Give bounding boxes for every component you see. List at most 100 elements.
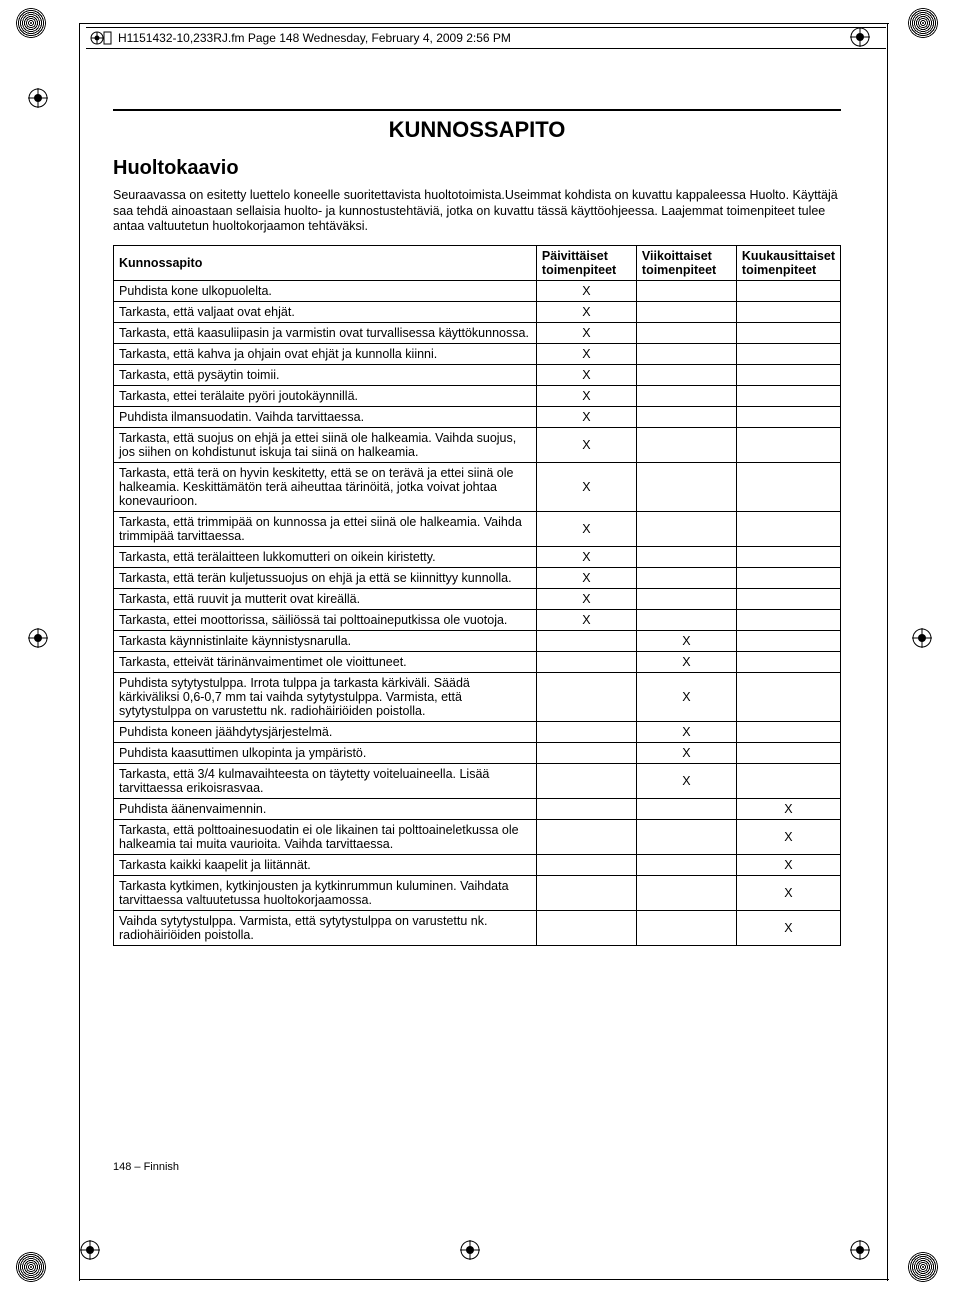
table-row: Tarkasta, että terän kuljetussuojus on e… xyxy=(114,567,841,588)
monthly-cell xyxy=(736,742,840,763)
weekly-cell xyxy=(636,546,736,567)
weekly-cell xyxy=(636,280,736,301)
task-cell: Vaihda sytytystulppa. Varmista, että syt… xyxy=(114,910,537,945)
weekly-cell xyxy=(636,385,736,406)
table-header-row: Kunnossapito Päivittäiset toimenpiteet V… xyxy=(114,245,841,280)
daily-cell: X xyxy=(536,343,636,364)
task-cell: Tarkasta, että ruuvit ja mutterit ovat k… xyxy=(114,588,537,609)
monthly-cell xyxy=(736,427,840,462)
page-footer: 148 – Finnish xyxy=(113,1161,179,1173)
table-row: Tarkasta kaikki kaapelit ja liitännät. X xyxy=(114,854,841,875)
table-row: Vaihda sytytystulppa. Varmista, että syt… xyxy=(114,910,841,945)
monthly-cell xyxy=(736,567,840,588)
table-row: Puhdista sytytystulppa. Irrota tulppa ja… xyxy=(114,672,841,721)
table-row: Puhdista äänenvaimennin. X xyxy=(114,798,841,819)
col-header-monthly: Kuukausittaiset toimenpiteet xyxy=(736,245,840,280)
reg-mark-mid-right xyxy=(912,628,932,648)
task-cell: Tarkasta kaikki kaapelit ja liitännät. xyxy=(114,854,537,875)
col-header-task: Kunnossapito xyxy=(114,245,537,280)
col-header-daily: Päivittäiset toimenpiteet xyxy=(536,245,636,280)
monthly-cell: X xyxy=(736,910,840,945)
monthly-cell xyxy=(736,385,840,406)
table-row: Tarkasta kytkimen, kytkinjousten ja kytk… xyxy=(114,875,841,910)
weekly-cell xyxy=(636,588,736,609)
frame-top xyxy=(79,23,889,24)
task-cell: Puhdista koneen jäähdytysjärjestelmä. xyxy=(114,721,537,742)
monthly-cell: X xyxy=(736,819,840,854)
table-row: Tarkasta, että 3/4 kulmavaihteesta on tä… xyxy=(114,763,841,798)
weekly-cell xyxy=(636,567,736,588)
task-cell: Tarkasta, että terälaitteen lukkomutteri… xyxy=(114,546,537,567)
table-row: Tarkasta käynnistinlaite käynnistysnarul… xyxy=(114,630,841,651)
daily-cell xyxy=(536,819,636,854)
monthly-cell: X xyxy=(736,798,840,819)
daily-cell xyxy=(536,798,636,819)
daily-cell xyxy=(536,721,636,742)
header-text: H1151432-10,233RJ.fm Page 148 Wednesday,… xyxy=(118,31,511,45)
monthly-cell xyxy=(736,630,840,651)
daily-cell: X xyxy=(536,511,636,546)
table-row: Tarkasta, ettei terälaite pyöri joutokäy… xyxy=(114,385,841,406)
frame-right xyxy=(887,23,888,1281)
weekly-cell xyxy=(636,511,736,546)
task-cell: Tarkasta, että pysäytin toimii. xyxy=(114,364,537,385)
table-row: Tarkasta, etteivät tärinänvaimentimet ol… xyxy=(114,651,841,672)
task-cell: Tarkasta, että valjaat ovat ehjät. xyxy=(114,301,537,322)
task-cell: Tarkasta kytkimen, kytkinjousten ja kytk… xyxy=(114,875,537,910)
table-row: Tarkasta, että terä on hyvin keskitetty,… xyxy=(114,462,841,511)
weekly-cell xyxy=(636,609,736,630)
print-corner-tl xyxy=(16,8,46,38)
weekly-cell: X xyxy=(636,630,736,651)
table-row: Tarkasta, että kaasuliipasin ja varmisti… xyxy=(114,322,841,343)
table-row: Tarkasta, että kahva ja ohjain ovat ehjä… xyxy=(114,343,841,364)
maintenance-table: Kunnossapito Päivittäiset toimenpiteet V… xyxy=(113,245,841,946)
task-cell: Puhdista äänenvaimennin. xyxy=(114,798,537,819)
reg-mark-bottom-center xyxy=(460,1240,480,1260)
monthly-cell xyxy=(736,406,840,427)
weekly-cell: X xyxy=(636,763,736,798)
daily-cell: X xyxy=(536,301,636,322)
monthly-cell xyxy=(736,322,840,343)
weekly-cell xyxy=(636,343,736,364)
monthly-cell: X xyxy=(736,854,840,875)
task-cell: Tarkasta, että terän kuljetussuojus on e… xyxy=(114,567,537,588)
task-cell: Puhdista ilmansuodatin. Vaihda tarvittae… xyxy=(114,406,537,427)
weekly-cell xyxy=(636,301,736,322)
weekly-cell xyxy=(636,819,736,854)
monthly-cell xyxy=(736,763,840,798)
task-cell: Tarkasta, ettei moottorissa, säiliössä t… xyxy=(114,609,537,630)
weekly-cell xyxy=(636,854,736,875)
daily-cell: X xyxy=(536,364,636,385)
monthly-cell xyxy=(736,672,840,721)
daily-cell xyxy=(536,630,636,651)
daily-cell xyxy=(536,763,636,798)
daily-cell xyxy=(536,742,636,763)
daily-cell: X xyxy=(536,406,636,427)
weekly-cell xyxy=(636,406,736,427)
page-content: KUNNOSSAPITO Huoltokaavio Seuraavassa on… xyxy=(113,109,841,946)
reg-mark-bottom-right xyxy=(850,1240,870,1260)
daily-cell xyxy=(536,875,636,910)
reg-mark-mid-left xyxy=(28,628,48,648)
daily-cell: X xyxy=(536,385,636,406)
weekly-cell xyxy=(636,427,736,462)
monthly-cell xyxy=(736,301,840,322)
table-row: Tarkasta, ettei moottorissa, säiliössä t… xyxy=(114,609,841,630)
reg-mark-top-left xyxy=(28,88,48,108)
frame-bottom xyxy=(79,1279,889,1280)
weekly-cell xyxy=(636,798,736,819)
weekly-cell: X xyxy=(636,742,736,763)
monthly-cell: X xyxy=(736,875,840,910)
print-corner-tr xyxy=(908,8,938,38)
table-row: Puhdista koneen jäähdytysjärjestelmä.X xyxy=(114,721,841,742)
task-cell: Tarkasta, ettei terälaite pyöri joutokäy… xyxy=(114,385,537,406)
table-row: Tarkasta, että suojus on ehjä ja ettei s… xyxy=(114,427,841,462)
task-cell: Tarkasta, että terä on hyvin keskitetty,… xyxy=(114,462,537,511)
monthly-cell xyxy=(736,364,840,385)
table-row: Puhdista ilmansuodatin. Vaihda tarvittae… xyxy=(114,406,841,427)
daily-cell xyxy=(536,854,636,875)
daily-cell: X xyxy=(536,609,636,630)
task-cell: Tarkasta, että kahva ja ohjain ovat ehjä… xyxy=(114,343,537,364)
table-row: Puhdista kaasuttimen ulkopinta ja ympäri… xyxy=(114,742,841,763)
document-icon xyxy=(90,29,112,50)
